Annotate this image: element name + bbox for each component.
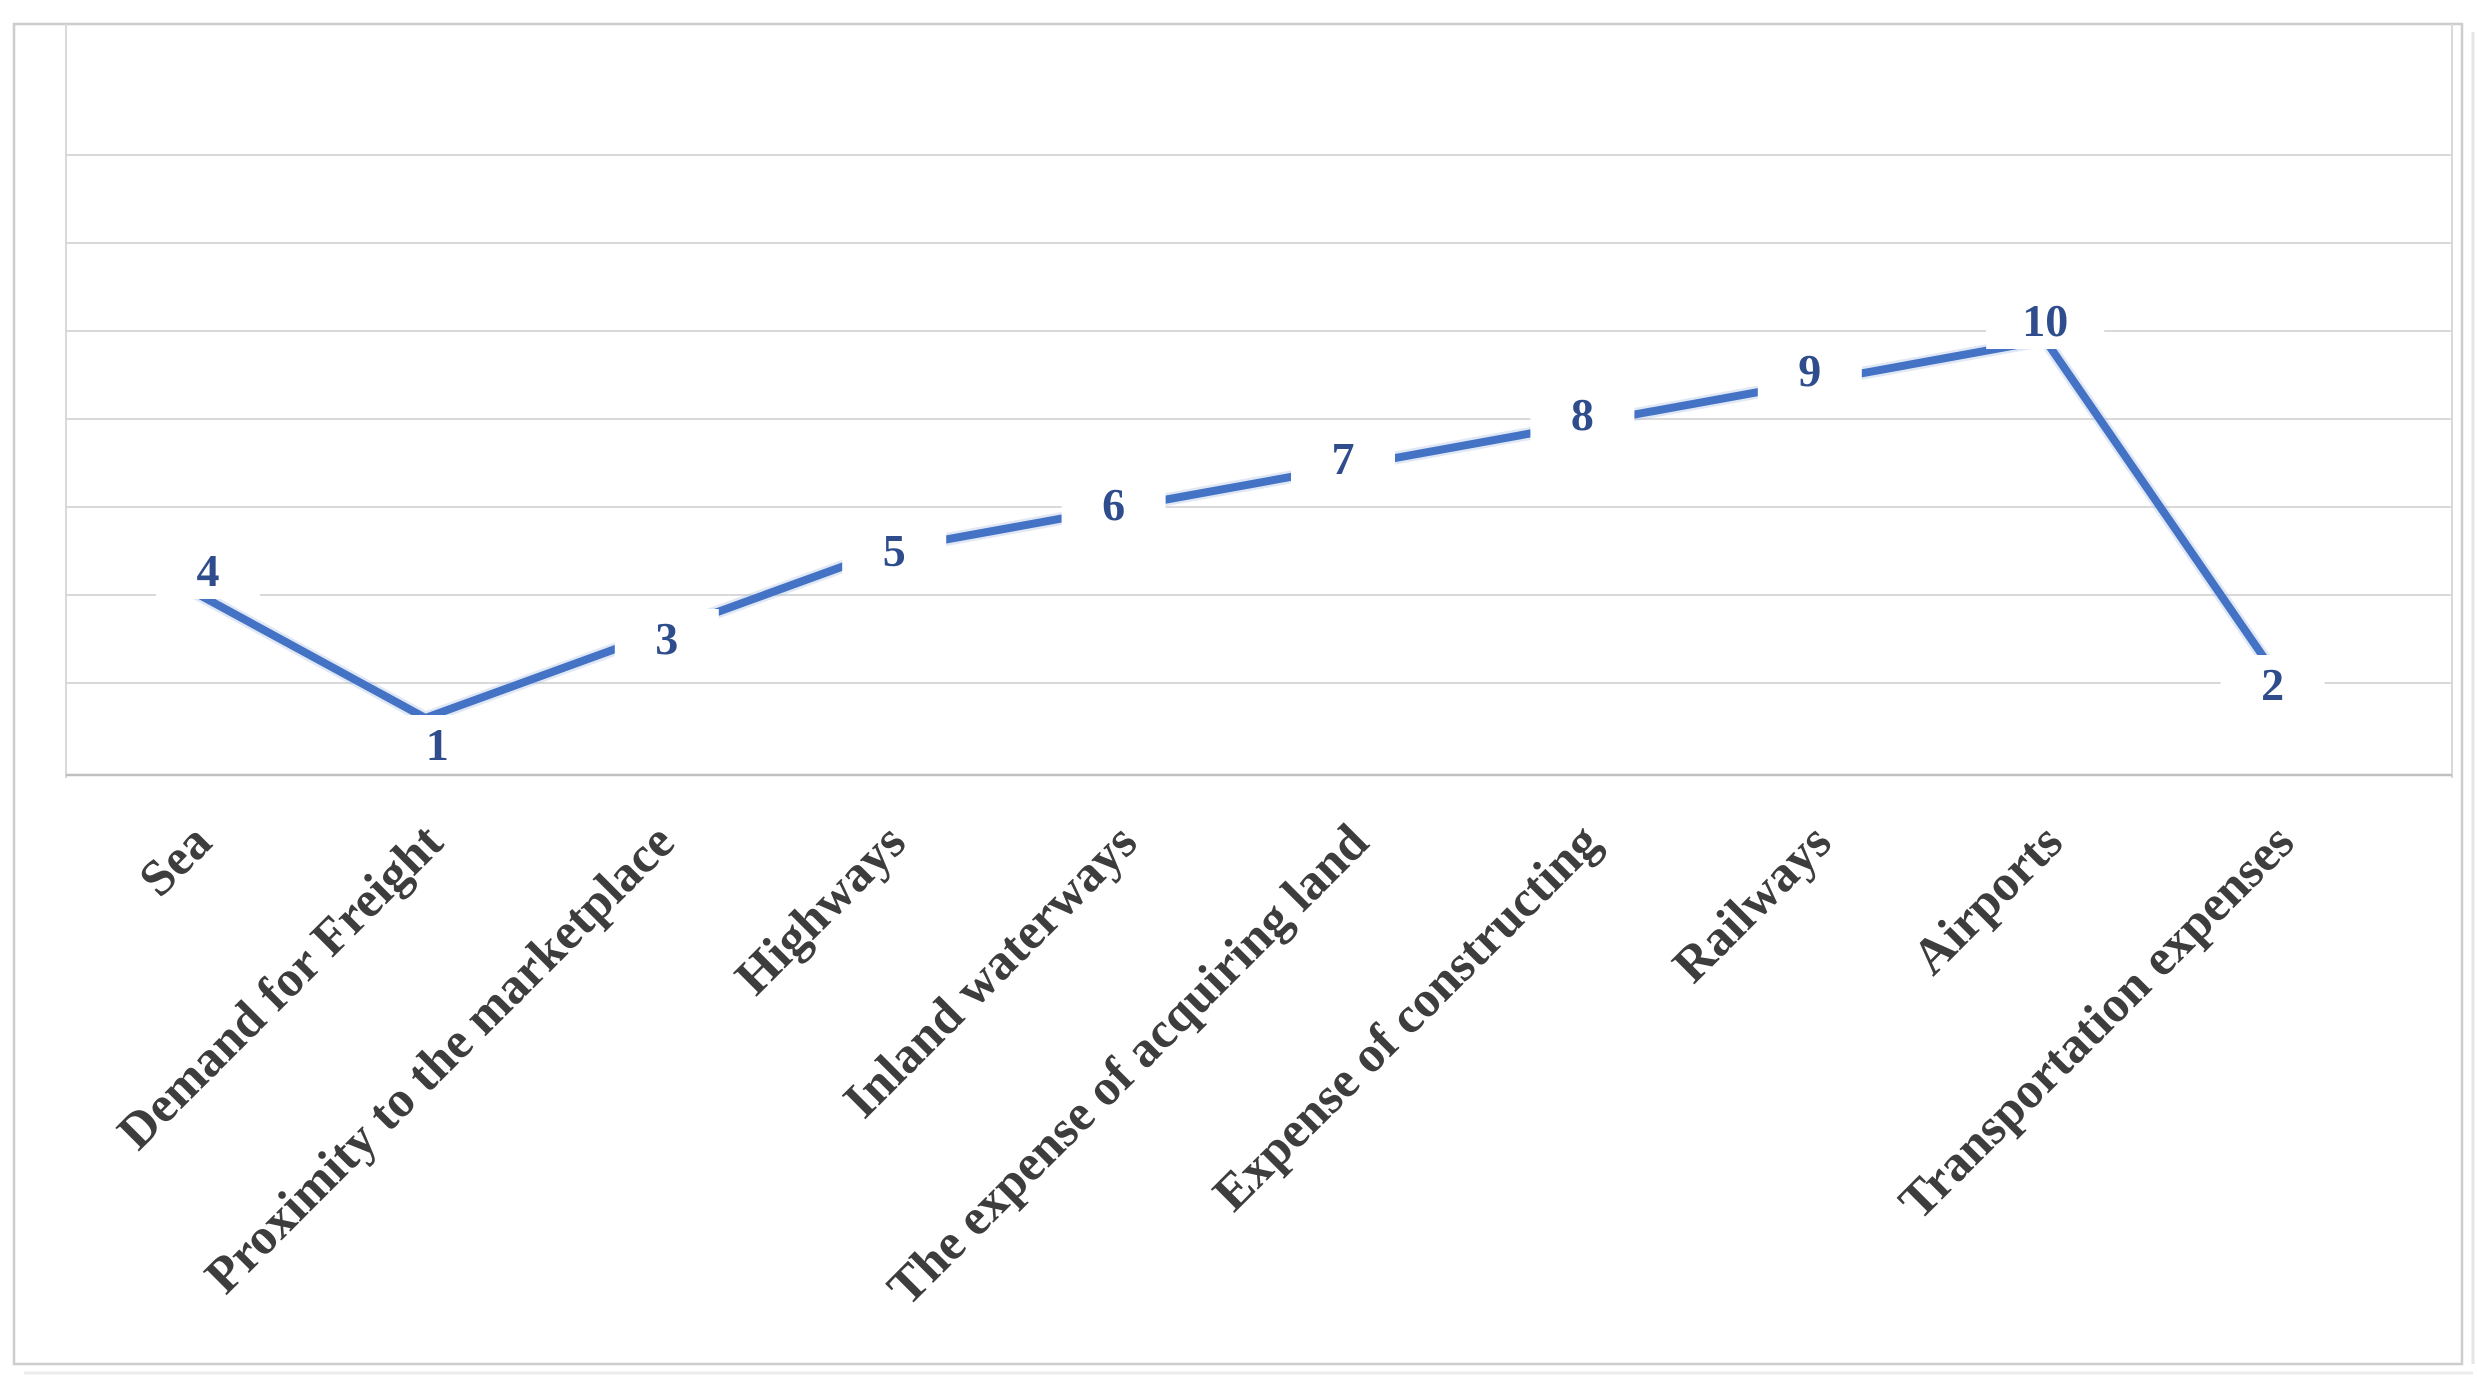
data-label-box bbox=[2220, 655, 2325, 713]
data-label-box bbox=[1291, 429, 1395, 487]
data-label: 5 bbox=[883, 525, 906, 576]
data-label-box bbox=[1757, 341, 1862, 399]
data-label-box bbox=[614, 609, 719, 667]
data-label-box bbox=[1530, 385, 1635, 443]
data-label: 8 bbox=[1571, 389, 1594, 440]
data-label-box bbox=[156, 541, 260, 599]
data-label: 1 bbox=[426, 719, 449, 770]
data-label-box bbox=[842, 521, 947, 579]
data-label: 7 bbox=[1332, 433, 1355, 484]
data-label: 10 bbox=[2022, 295, 2068, 346]
chart-area-border bbox=[12, 22, 2464, 1366]
data-label-box bbox=[1061, 475, 1166, 533]
data-label: 4 bbox=[197, 545, 220, 596]
data-label-box bbox=[1986, 291, 2105, 349]
data-label: 9 bbox=[1798, 345, 1821, 396]
data-label: 2 bbox=[2261, 659, 2284, 710]
series-line bbox=[192, 336, 2280, 722]
data-label: 3 bbox=[655, 613, 678, 664]
data-label: 6 bbox=[1102, 479, 1125, 530]
data-label-box bbox=[385, 715, 490, 773]
